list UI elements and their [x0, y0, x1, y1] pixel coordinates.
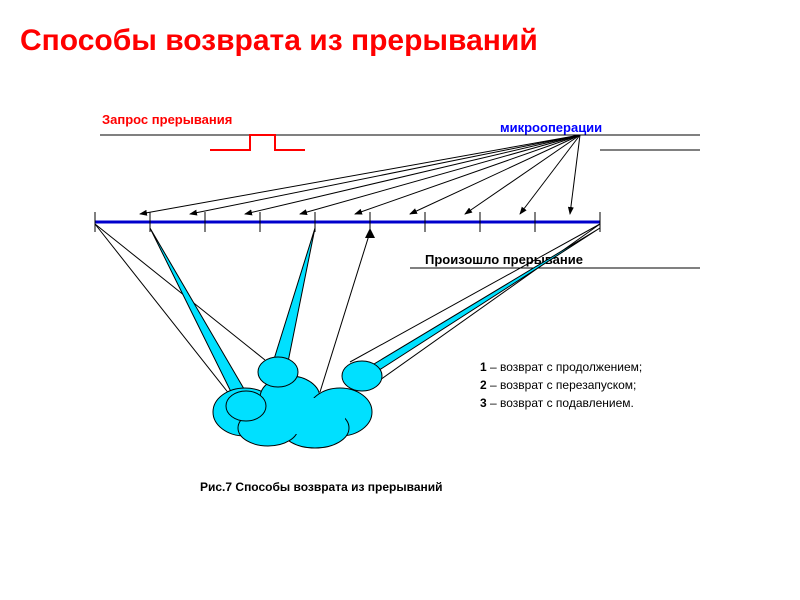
diagram-svg	[0, 0, 800, 600]
